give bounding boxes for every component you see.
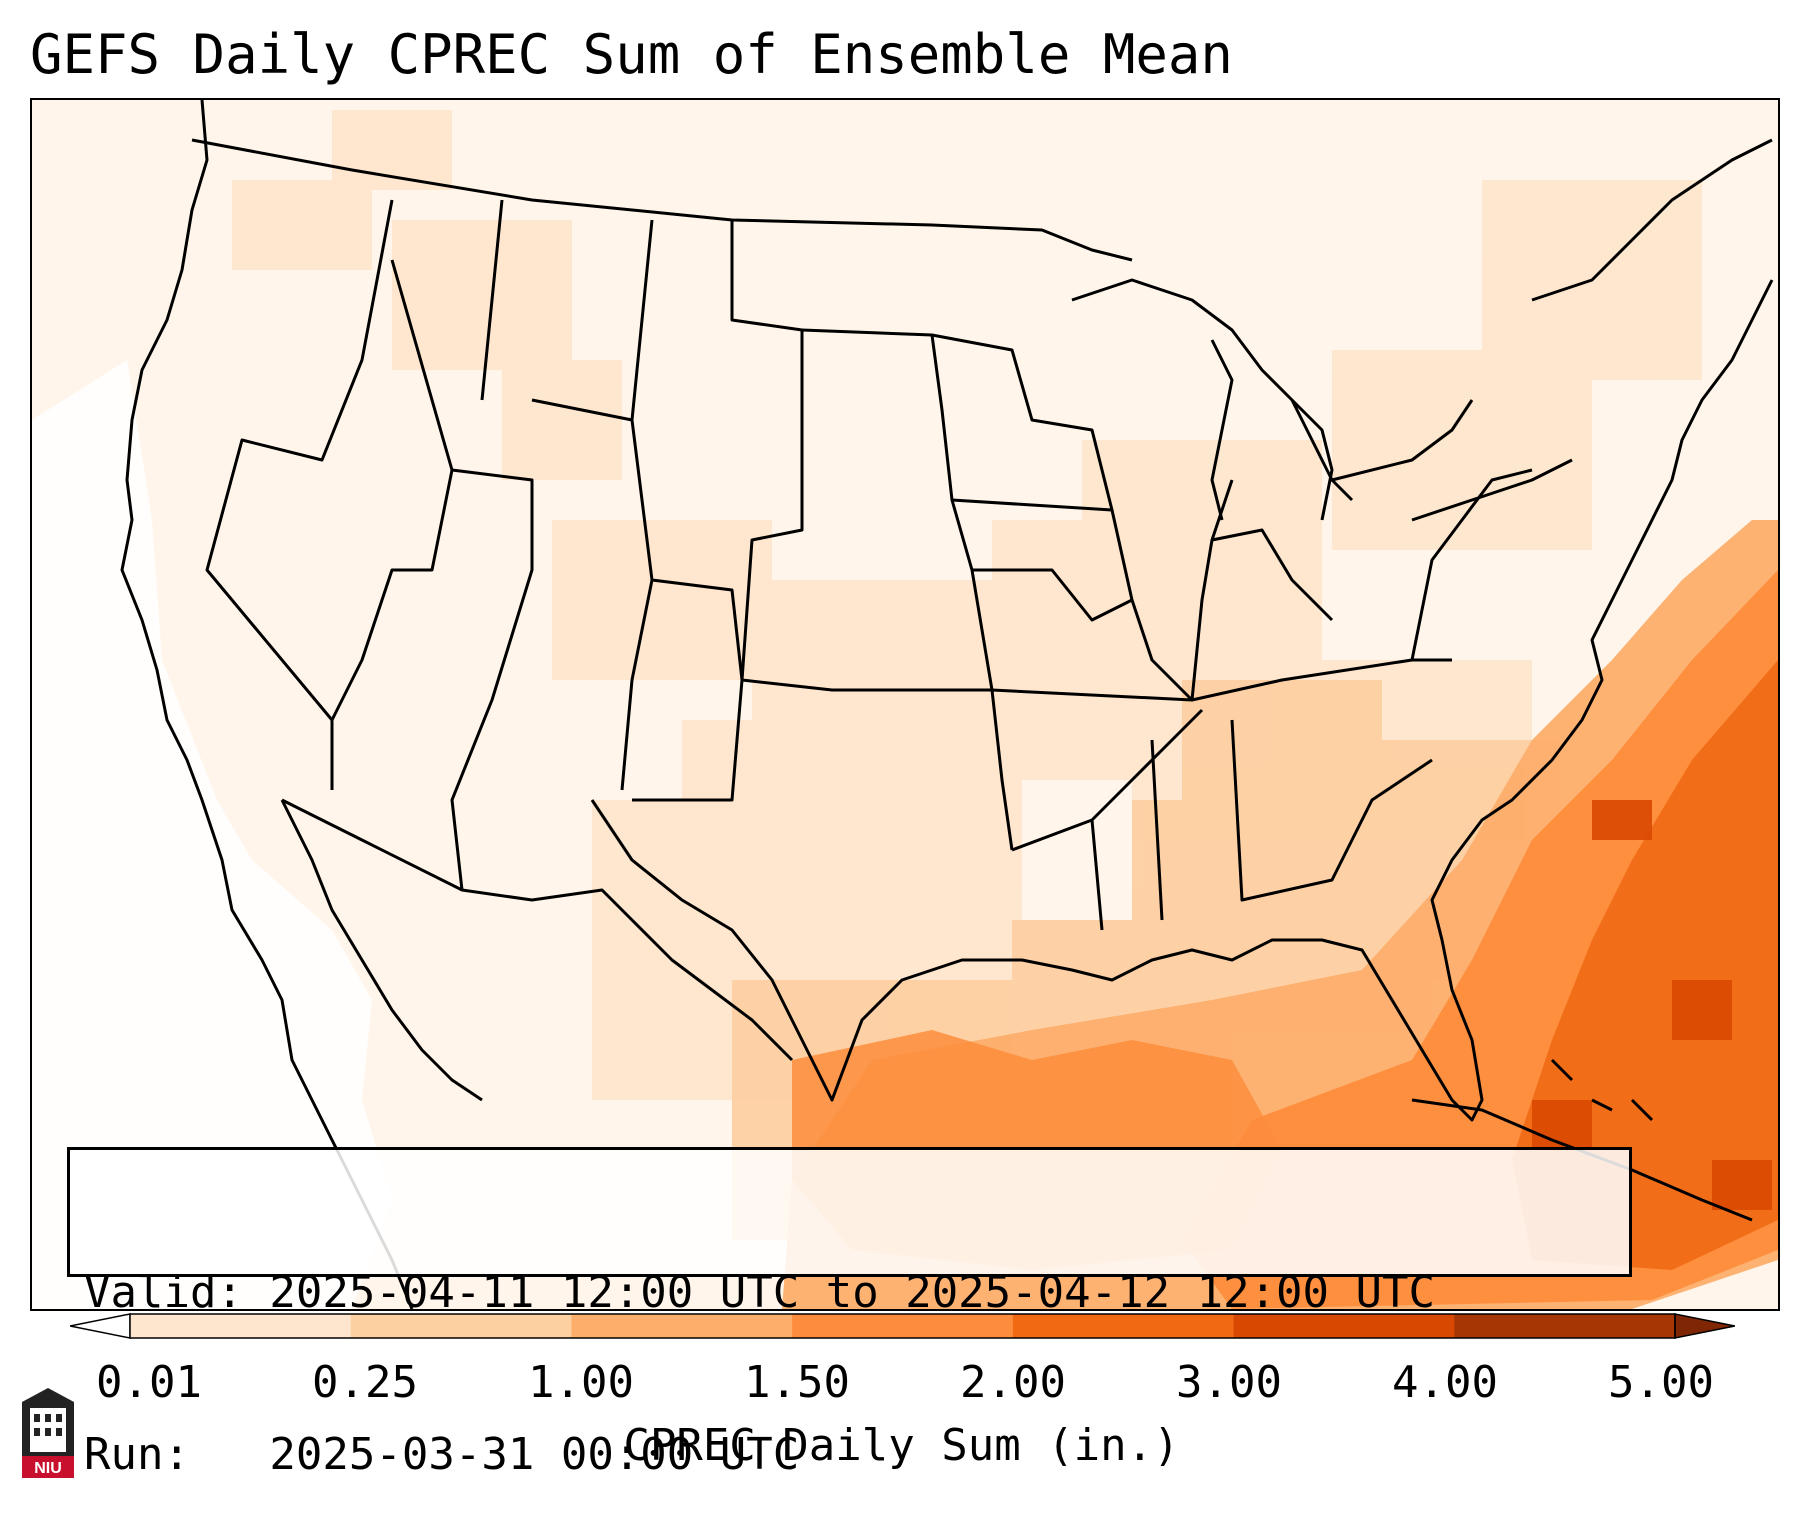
colorbar-segment — [1012, 1314, 1235, 1338]
tick-label-6: 4.00 — [1392, 1357, 1498, 1408]
map-canvas — [32, 100, 1778, 1309]
colorbar-max-extension — [1674, 1313, 1735, 1339]
colorbar-segment — [350, 1314, 572, 1338]
colorbar — [70, 1313, 1735, 1339]
colorbar-segment — [130, 1314, 352, 1338]
colorbar-label: CPREC Daily Sum (in.) — [623, 1420, 1180, 1471]
colorbar-segment — [1233, 1314, 1455, 1338]
tick-label-7: 5.00 — [1608, 1357, 1714, 1408]
niu-tower-logo-icon: NIU — [22, 1388, 74, 1478]
logo-text: NIU — [34, 1460, 62, 1477]
tick-label-4: 2.00 — [960, 1357, 1066, 1408]
tick-label-0: 0.01 — [96, 1357, 202, 1408]
tick-label-1: 0.25 — [312, 1357, 418, 1408]
colorbar-min-extension — [70, 1313, 131, 1339]
tick-label-5: 3.00 — [1176, 1357, 1282, 1408]
colorbar-segment — [571, 1314, 793, 1338]
colorbar-segment — [792, 1314, 1014, 1338]
tick-label-3: 1.50 — [744, 1357, 850, 1408]
precipitation-map — [30, 98, 1780, 1311]
valid-run-info-box: Valid: 2025-04-11 12:00 UTC to 2025-04-1… — [67, 1147, 1632, 1480]
map-title: GEFS Daily CPREC Sum of Ensemble Mean — [30, 23, 1233, 86]
tick-label-2: 1.00 — [528, 1357, 634, 1408]
valid-time-text: Valid: 2025-04-11 12:00 UTC to 2025-04-1… — [84, 1267, 1436, 1318]
run-time-text: Run: 2025-03-31 00:00 UTC — [84, 1429, 800, 1480]
colorbar-tick-labels: 0.01 0.25 1.00 1.50 2.00 3.00 4.00 5.00 — [0, 1355, 1803, 1410]
colorbar-segment — [1454, 1314, 1676, 1338]
